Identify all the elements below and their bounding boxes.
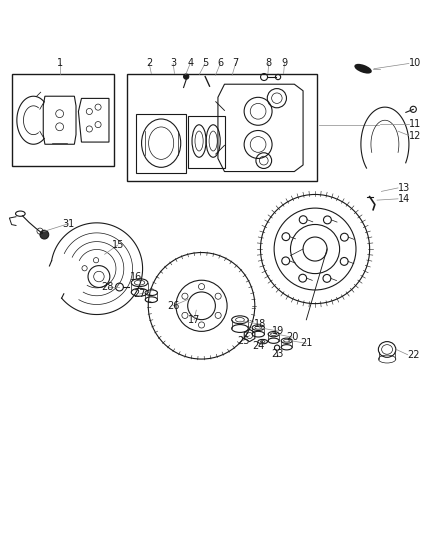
Text: 7: 7 [233,59,239,68]
Text: 15: 15 [112,240,124,250]
Text: 14: 14 [398,194,410,204]
Ellipse shape [355,64,371,72]
Circle shape [40,230,49,239]
Text: 16: 16 [130,272,142,282]
Text: 20: 20 [286,332,299,342]
Text: 27: 27 [133,289,146,299]
Text: 31: 31 [62,219,74,229]
Text: 10: 10 [409,59,421,68]
Text: 1: 1 [57,59,63,68]
Bar [12,75,114,166]
Text: 21: 21 [300,338,312,349]
Bar [127,75,317,181]
Text: 12: 12 [409,131,421,141]
Text: 28: 28 [102,282,114,292]
Text: 13: 13 [398,183,410,193]
Bar [187,116,225,168]
Text: 11: 11 [409,119,421,129]
Text: 23: 23 [271,349,283,359]
Text: 25: 25 [237,336,249,346]
Text: 9: 9 [282,59,288,68]
Text: 24: 24 [252,341,265,351]
Text: 2: 2 [146,59,152,68]
Text: 4: 4 [187,59,193,68]
Text: 19: 19 [272,326,285,336]
Text: 6: 6 [217,59,223,68]
Text: 17: 17 [188,315,200,325]
Bar [136,114,186,173]
Text: 8: 8 [266,59,272,68]
Text: 26: 26 [167,301,179,311]
Text: 5: 5 [202,59,208,68]
Text: 3: 3 [170,59,176,68]
Circle shape [184,74,189,79]
Text: 18: 18 [254,319,267,329]
Text: 22: 22 [408,350,420,360]
